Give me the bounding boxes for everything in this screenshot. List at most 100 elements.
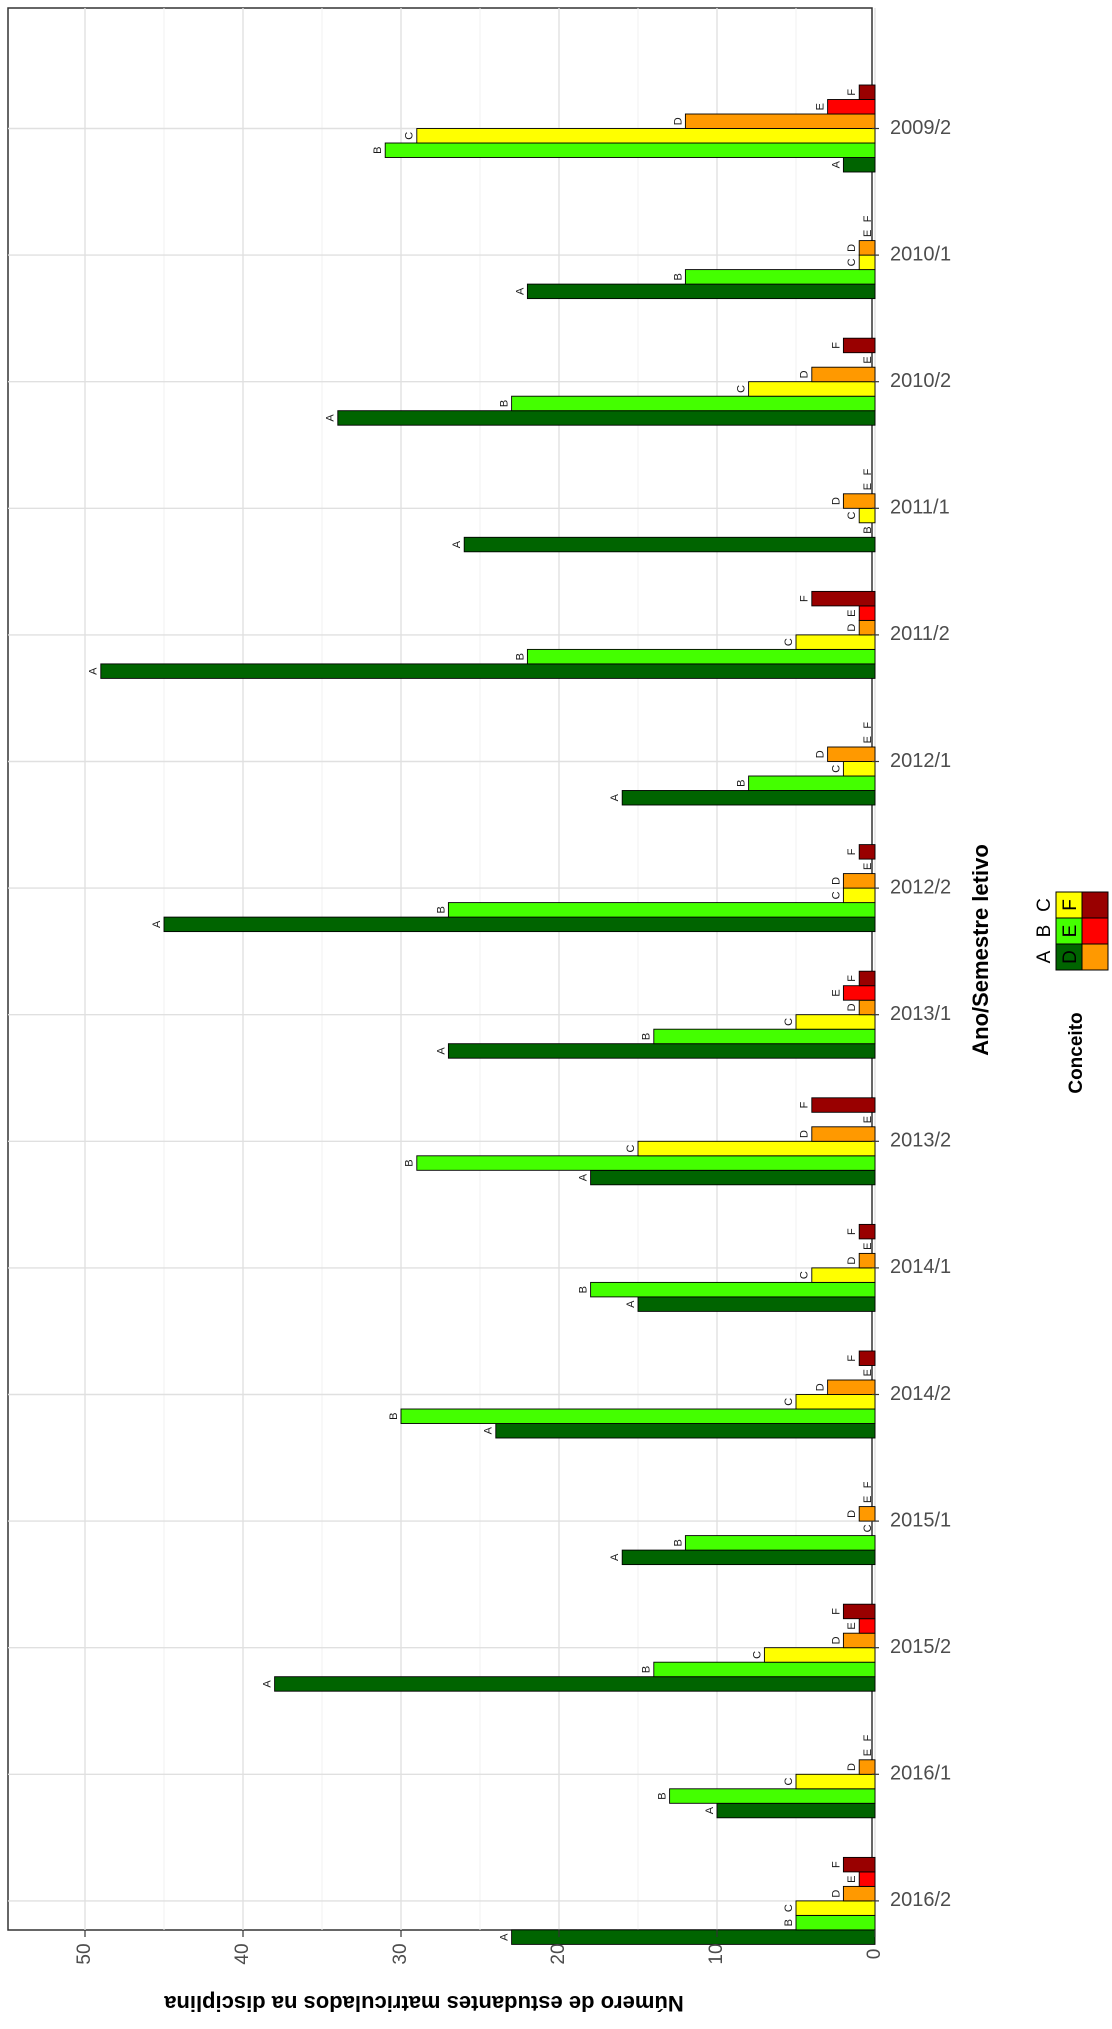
bar-b	[684, 1535, 876, 1551]
bar-d	[827, 1379, 876, 1395]
bar-label-group: F	[862, 1734, 874, 1741]
bar-d	[811, 1126, 876, 1142]
bar-label: B	[514, 653, 526, 660]
value-tick-label-group: 50	[74, 1943, 95, 1964]
value-tick-label-group: 0	[864, 1949, 885, 1960]
bar-label-group: D	[672, 117, 684, 125]
bar-label: F	[830, 342, 842, 349]
bar-b	[511, 395, 876, 412]
bar-label: F	[862, 1481, 874, 1488]
bar-label-group: D	[830, 1890, 842, 1898]
bar-a	[447, 1043, 876, 1059]
bar-label-group: A	[435, 1047, 447, 1055]
bar-d	[842, 873, 876, 889]
bar-label: A	[704, 1806, 716, 1814]
bar-label: C	[783, 1398, 795, 1406]
bar-label-group: E	[862, 736, 874, 743]
bar-label: F	[799, 595, 811, 602]
bar-label-group: D	[815, 750, 827, 758]
category-tick-label: 2013/1	[890, 1003, 951, 1025]
bar-c	[858, 254, 876, 271]
bar-b	[400, 1408, 876, 1424]
bar-label-group: E	[830, 989, 842, 996]
bar-label: D	[830, 1636, 842, 1644]
bar-label: A	[451, 540, 463, 548]
legend-label-group: B	[1034, 925, 1055, 938]
bar-label: A	[151, 920, 163, 928]
bar-label-group: A	[609, 793, 621, 801]
legend-key-d	[1081, 943, 1109, 971]
bar-label: A	[609, 793, 621, 801]
bar-label-group: B	[783, 1919, 795, 1926]
bar-label-group: F	[846, 1355, 858, 1362]
bar-label: A	[625, 1300, 637, 1308]
ticks: 0 10 20 30 40 50 2009/2 2010/1 2010/2 2011/1 2011/…	[74, 117, 951, 1965]
bar-label: A	[262, 1680, 274, 1688]
legend: Conceito ABC DE F	[1034, 891, 1109, 1094]
bar-a	[463, 536, 876, 553]
bar-c	[795, 634, 876, 650]
bar-label: F	[846, 1355, 858, 1362]
category-tick-label: 2010/2	[890, 370, 951, 392]
bar-label-group: A	[499, 1933, 511, 1941]
bar-b	[384, 142, 876, 158]
bar-label-group: E	[815, 103, 827, 110]
bar-label: D	[799, 1130, 811, 1138]
bar-label: D	[815, 1383, 827, 1391]
bar-label-group: C	[846, 258, 858, 266]
category-tick-label: 2012/2	[890, 876, 951, 898]
bar-a	[511, 1929, 876, 1945]
bar-label-group: F	[830, 342, 842, 349]
bar-label: B	[862, 526, 874, 533]
bar-d	[858, 999, 876, 1016]
legend-label: A	[1034, 950, 1055, 963]
y-axis-title-text: Número de estudantes matriculados na dis…	[163, 1991, 683, 2016]
bar-label-group: C	[625, 1145, 637, 1153]
bar-d	[858, 240, 876, 256]
bar-label: D	[846, 624, 858, 632]
bar-label: E	[846, 1622, 858, 1629]
bar-label-group: D	[846, 624, 858, 632]
bar-label: D	[846, 1003, 858, 1011]
bar-label: E	[830, 989, 842, 996]
bar-label-group: A	[625, 1300, 637, 1308]
bar-b	[684, 269, 876, 285]
bar-f	[842, 337, 876, 354]
bar-label-group: B	[372, 147, 384, 154]
bar-a	[274, 1676, 876, 1692]
bar-label: E	[862, 863, 874, 870]
bar-label-group: A	[325, 414, 337, 422]
bar-label: B	[672, 1539, 684, 1546]
bar-label: D	[830, 877, 842, 885]
bar-f	[811, 590, 876, 607]
legend-label-group: D	[1060, 950, 1081, 964]
bar-label: C	[783, 1778, 795, 1786]
bar-d	[858, 1506, 876, 1522]
bar-label-group: C	[830, 891, 842, 899]
bar-label: A	[88, 667, 100, 675]
bar-label-group: F	[846, 975, 858, 982]
bar-label: A	[514, 287, 526, 295]
value-tick-label-group: 40	[232, 1943, 253, 1964]
bar-label: F	[830, 1861, 842, 1868]
bar-label-group: E	[846, 609, 858, 616]
value-tick-label-group: 10	[706, 1943, 727, 1964]
bar-label-group: D	[846, 244, 858, 252]
bar-b	[653, 1028, 876, 1045]
bar-label: E	[862, 1369, 874, 1376]
category-tick-label: 2011/1	[890, 497, 950, 519]
bar-label-group: D	[815, 1383, 827, 1391]
bar-label: D	[846, 1763, 858, 1771]
bar-d	[842, 1885, 876, 1902]
bar-label: D	[830, 1890, 842, 1898]
bar-label-group: C	[404, 132, 416, 140]
bar-label: C	[846, 258, 858, 266]
bar-c	[748, 381, 876, 397]
bar-label-group: F	[830, 1861, 842, 1868]
bar-label-group: A	[451, 540, 463, 548]
bar-label: B	[404, 1159, 416, 1166]
bar-a	[100, 663, 876, 679]
value-tick-label-group: 30	[390, 1943, 411, 1964]
bar-label-group: B	[641, 1033, 653, 1040]
